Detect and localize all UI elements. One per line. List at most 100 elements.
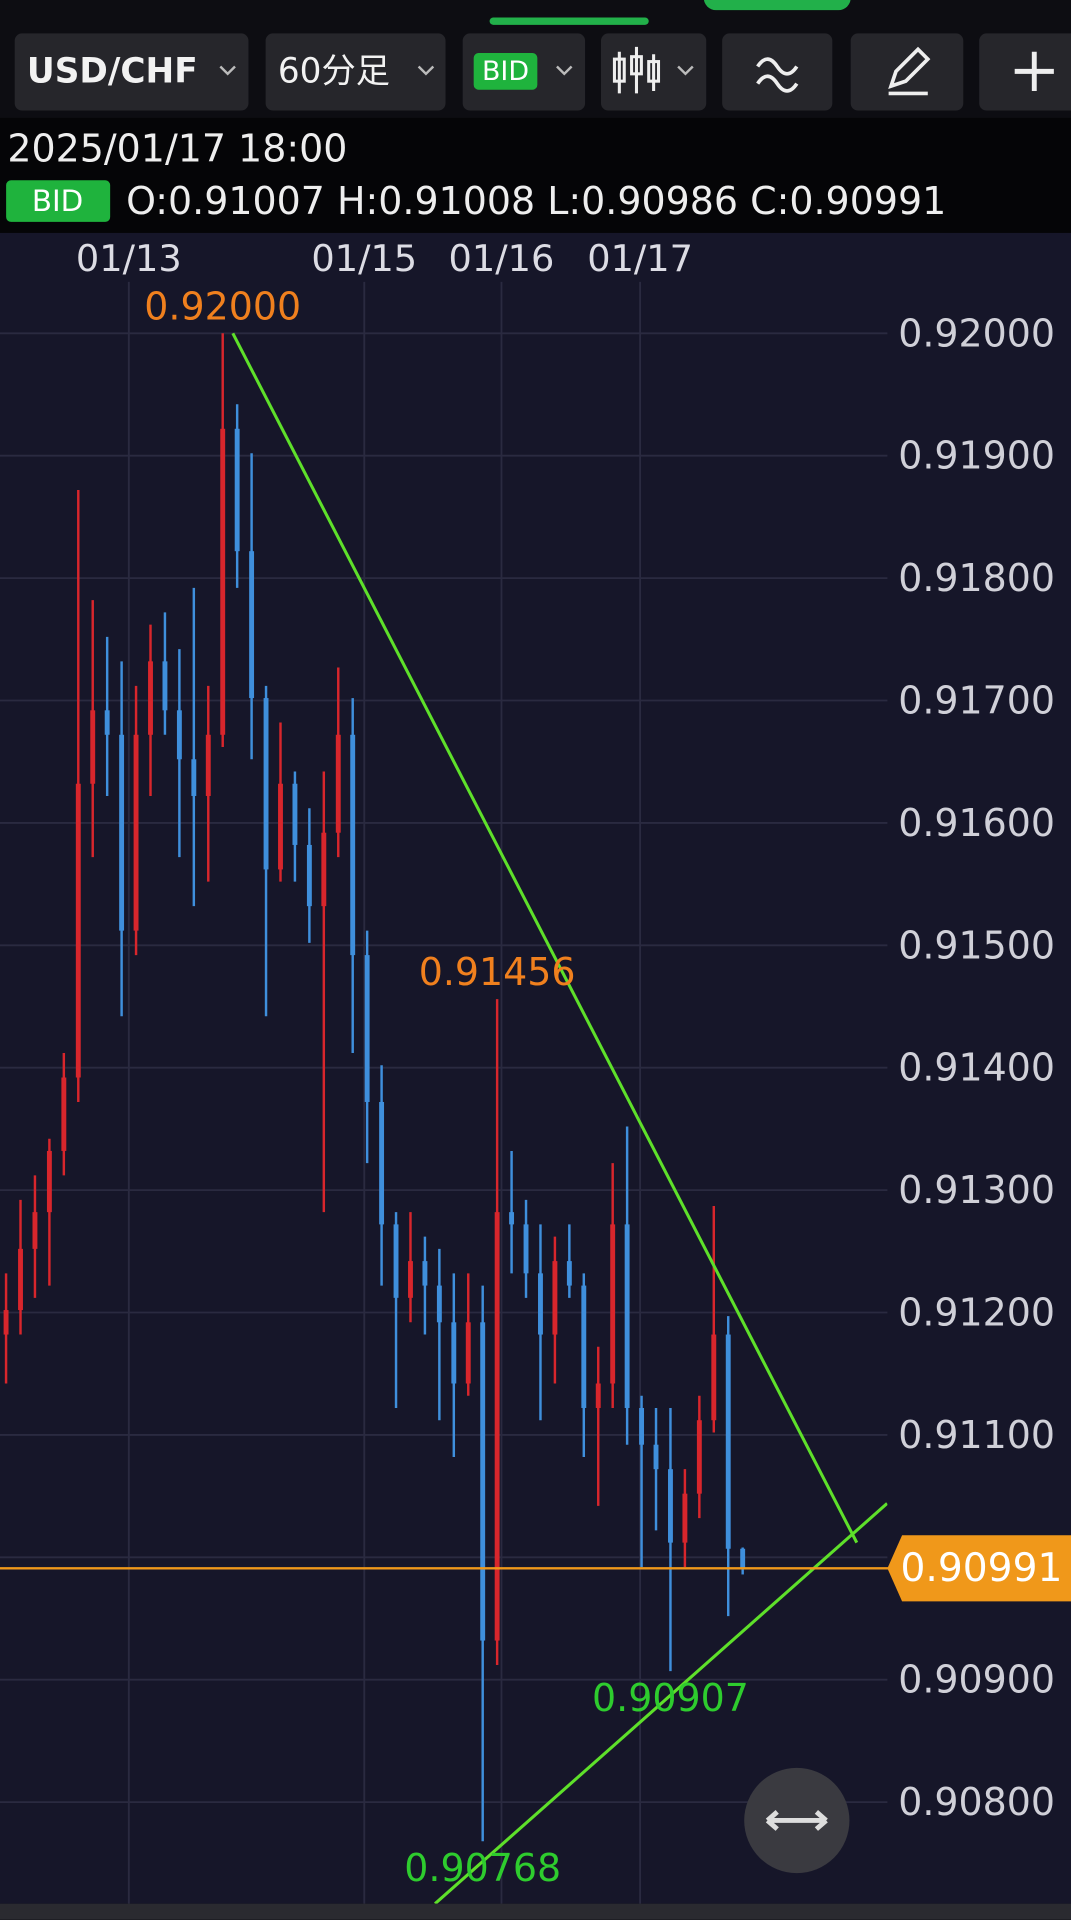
last-price-label: 0.90991 bbox=[901, 1546, 1063, 1591]
plus-icon bbox=[1014, 51, 1054, 91]
candle-body bbox=[581, 1285, 587, 1408]
candle-icon bbox=[612, 46, 661, 94]
indicator-icon bbox=[756, 57, 799, 93]
candle-body bbox=[148, 661, 153, 735]
price-annotation: 0.91456 bbox=[419, 950, 576, 994]
top-glow bbox=[703, 0, 851, 11]
x-tick-label: 01/16 bbox=[449, 237, 555, 280]
candle-body bbox=[75, 783, 81, 1078]
candle-body bbox=[422, 1261, 428, 1286]
y-tick-label: 0.91800 bbox=[898, 556, 1055, 600]
chevron bbox=[677, 65, 694, 76]
candle-body bbox=[321, 832, 327, 907]
candle-body bbox=[46, 1150, 52, 1213]
candle-body bbox=[610, 1224, 616, 1384]
badge bbox=[6, 180, 111, 222]
timeframe: 60分足 bbox=[278, 51, 390, 91]
candle-body bbox=[552, 1261, 558, 1335]
candle-body bbox=[740, 1548, 746, 1569]
badge-text: BID bbox=[32, 184, 83, 218]
y-tick-label: 0.91900 bbox=[898, 434, 1055, 478]
chevron bbox=[556, 65, 573, 76]
price-annotation: 0.92000 bbox=[144, 284, 301, 328]
y-tick-label: 0.92000 bbox=[898, 311, 1055, 355]
indicator-button[interactable] bbox=[722, 33, 833, 111]
chevron bbox=[417, 65, 435, 76]
price-annotation: 0.90907 bbox=[592, 1676, 749, 1720]
candle-body bbox=[566, 1261, 572, 1286]
candle-body bbox=[176, 710, 182, 760]
y-tick-label: 0.91100 bbox=[898, 1413, 1055, 1457]
candle-body bbox=[523, 1224, 529, 1274]
candle-body bbox=[538, 1273, 543, 1335]
candle-body bbox=[436, 1285, 442, 1323]
candle-body bbox=[104, 710, 110, 735]
candle-body bbox=[379, 1101, 385, 1225]
y-tick-label: 0.91300 bbox=[898, 1168, 1055, 1212]
toolbar: USD/CHF 60分足 BID bbox=[14, 33, 1071, 111]
x-tick-label: 01/17 bbox=[587, 237, 693, 280]
ohlc: O:0.91007 H:0.91008 L:0.90986 C:0.90991 bbox=[126, 179, 946, 223]
candle-body bbox=[292, 783, 298, 845]
candle-body bbox=[205, 734, 211, 796]
y-tick-label: 0.91500 bbox=[898, 923, 1055, 967]
candle-body bbox=[133, 734, 139, 931]
candle-body bbox=[3, 1310, 9, 1335]
symbol-button[interactable] bbox=[14, 33, 249, 111]
y-tick-label: 0.91200 bbox=[898, 1291, 1055, 1335]
y-tick-label: 0.90800 bbox=[898, 1780, 1055, 1824]
y-tick-label: 0.90900 bbox=[898, 1658, 1055, 1702]
symbol: USD/CHF bbox=[27, 51, 198, 91]
candle-body bbox=[278, 783, 283, 870]
candle-body bbox=[668, 1469, 673, 1543]
candle-body bbox=[61, 1077, 67, 1151]
last-price-badge bbox=[887, 1535, 1071, 1602]
timeframe-button[interactable] bbox=[265, 33, 446, 111]
candle-body bbox=[191, 759, 197, 796]
price-annotation: 0.90768 bbox=[404, 1846, 561, 1890]
badge bbox=[473, 53, 538, 90]
candle-body bbox=[639, 1407, 645, 1445]
candle-body bbox=[509, 1212, 515, 1225]
draw-button[interactable] bbox=[850, 33, 964, 111]
top-glow bbox=[489, 17, 649, 25]
candle-body bbox=[263, 698, 269, 870]
candle-body bbox=[595, 1383, 601, 1408]
candle-body bbox=[335, 734, 341, 833]
x-tick-label: 01/15 bbox=[311, 237, 417, 280]
candle-body bbox=[364, 955, 370, 1102]
trend-line bbox=[434, 1502, 888, 1904]
datetime: 2025/01/17 18:00 bbox=[7, 126, 347, 170]
chevron bbox=[219, 65, 236, 76]
overlay: 0.92000 0.91456 0.90907 0.90768 0.90991 bbox=[0, 284, 1071, 1890]
bottom-bar bbox=[0, 1903, 1071, 1920]
candle-body bbox=[725, 1334, 731, 1549]
candle-body bbox=[451, 1322, 457, 1384]
candle-body bbox=[696, 1420, 702, 1494]
candle-body bbox=[249, 551, 255, 699]
candle-body bbox=[119, 734, 125, 931]
candle-body bbox=[624, 1224, 630, 1408]
x-tick-label: 01/13 bbox=[76, 237, 182, 280]
plot bbox=[3, 332, 888, 1904]
y-tick-label: 0.91400 bbox=[898, 1046, 1055, 1090]
candle-body bbox=[350, 734, 356, 956]
candle-body bbox=[682, 1493, 688, 1543]
y-tick-label: 0.91700 bbox=[898, 679, 1055, 723]
candle-body bbox=[220, 428, 226, 735]
info-panel bbox=[0, 117, 1071, 233]
trend-line bbox=[231, 332, 859, 1544]
candle-body bbox=[18, 1248, 23, 1311]
candle-body bbox=[653, 1444, 659, 1470]
candle-body bbox=[32, 1212, 38, 1249]
candle-body bbox=[306, 844, 312, 907]
price-type: BID bbox=[482, 56, 529, 87]
candle-body bbox=[494, 1212, 500, 1641]
candle-body bbox=[480, 1322, 486, 1641]
candle-body bbox=[408, 1261, 413, 1298]
candle-body bbox=[393, 1224, 399, 1298]
candle-body bbox=[162, 661, 168, 711]
candle-body bbox=[711, 1334, 717, 1421]
